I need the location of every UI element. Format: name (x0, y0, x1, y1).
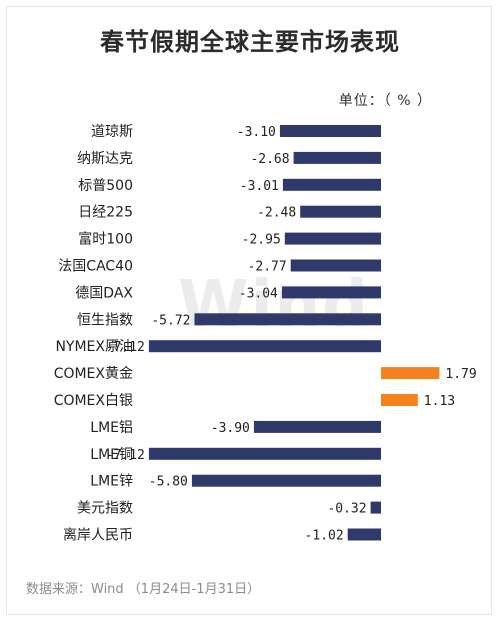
category-label-1: 纳斯达克 (77, 151, 133, 167)
value-label-1: -2.68 (250, 152, 289, 167)
value-label-11: -3.90 (211, 421, 250, 436)
bar-4 (284, 232, 381, 245)
value-label-7: -5.72 (151, 313, 190, 328)
category-label-11: LME铝 (90, 420, 133, 436)
category-label-2: 标普500 (78, 178, 133, 194)
bar-1 (293, 151, 381, 164)
category-label-12: LME铜 (90, 447, 133, 463)
category-label-3: 日经225 (78, 205, 133, 221)
category-label-14: 美元指数 (77, 501, 133, 517)
watermark: Wind (178, 268, 370, 342)
category-label-15: 离岸人民币 (63, 527, 133, 544)
bar-10 (381, 394, 418, 406)
value-label-4: -2.95 (242, 233, 281, 248)
category-label-4: 富时100 (78, 231, 133, 248)
source-note: 数据来源：Wind （1月24日-1月31日） (26, 582, 261, 597)
chart-title: 春节假期全球主要市场表现 (100, 28, 400, 56)
category-label-10: COMEX白银 (54, 393, 133, 409)
category-label-5: 法国CAC40 (58, 259, 133, 275)
value-label-5: -2.77 (248, 260, 287, 275)
bar-3 (300, 205, 381, 218)
bar-13 (191, 474, 381, 487)
category-label-8: NYMEX原油 (55, 339, 133, 355)
category-label-6: 德国DAX (75, 285, 133, 301)
bar-5 (290, 259, 381, 272)
bar-9 (381, 367, 440, 380)
value-label-10: 1.13 (424, 394, 455, 409)
category-label-7: 恒生指数 (77, 312, 133, 328)
bar-8 (148, 340, 381, 353)
category-label-13: LME锌 (90, 474, 133, 490)
bar-15 (347, 528, 381, 541)
value-label-0: -3.10 (237, 125, 276, 140)
unit-label: 单位：（ % ） (338, 93, 432, 109)
value-label-12: -7.12 (106, 448, 145, 463)
bar-7 (194, 313, 381, 326)
value-label-8: -7.12 (106, 340, 145, 355)
bar-12 (148, 447, 381, 460)
value-label-3: -2.48 (257, 206, 296, 221)
value-label-9: 1.79 (445, 367, 476, 382)
bar-14 (370, 501, 381, 514)
value-label-15: -1.02 (305, 529, 344, 544)
bar-11 (253, 420, 381, 433)
bar-6 (281, 286, 381, 299)
value-label-6: -3.04 (239, 286, 278, 301)
chart-frame (6, 6, 492, 615)
value-label-2: -3.01 (240, 179, 279, 194)
value-label-14: -0.32 (327, 502, 366, 517)
bar-2 (282, 178, 381, 191)
bar-0 (279, 125, 381, 137)
value-label-13: -5.80 (149, 475, 188, 490)
category-label-0: 道琼斯 (91, 124, 133, 140)
category-label-9: COMEX黄金 (54, 365, 133, 382)
